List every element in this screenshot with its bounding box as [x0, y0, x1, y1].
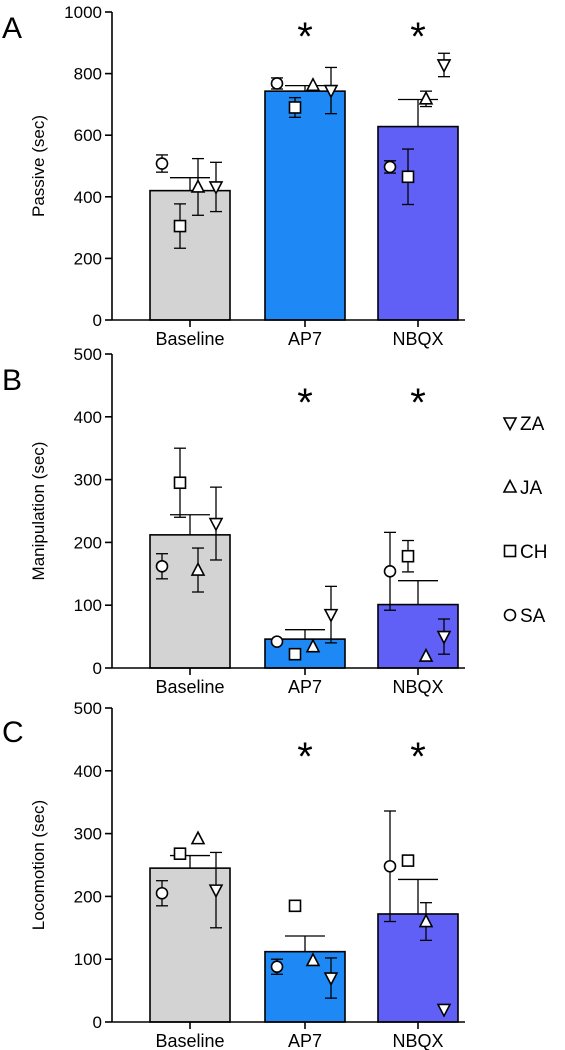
subject-ch-point — [401, 170, 415, 184]
subject-ja-point — [190, 561, 206, 576]
subject-sa-point — [155, 886, 169, 900]
y-tick-label: 200 — [74, 887, 102, 906]
y-tick-label: 400 — [74, 762, 102, 781]
significance-star: * — [297, 15, 313, 59]
y-tick-label: 100 — [74, 596, 102, 615]
subject-ch-point — [288, 647, 302, 661]
y-axis-title: Manipulation (sec) — [29, 442, 48, 581]
subject-sa-point — [270, 635, 284, 648]
subject-za-point — [323, 608, 339, 623]
x-tick-label: NBQX — [392, 1031, 443, 1050]
subject-sa-point — [270, 960, 284, 974]
subject-ch-point — [401, 854, 415, 867]
legend-label-sa: SA — [520, 606, 546, 627]
y-tick-label: 300 — [74, 825, 102, 844]
bar-ap7 — [264, 90, 346, 321]
subject-sa-point — [155, 157, 169, 170]
legend-label-ch: CH — [520, 542, 547, 563]
subject-za-point — [436, 630, 452, 645]
bar-nbqx — [377, 125, 459, 321]
subject-ja-point — [305, 952, 321, 967]
panel-a: A 0 200 400 600 800 1000 Baseline AP7 NBQX Passive… — [2, 3, 465, 349]
x-tick-label: Baseline — [155, 677, 224, 697]
subject-za-point — [208, 884, 224, 899]
subject-za-point — [323, 84, 339, 99]
subject-sa-point — [155, 559, 169, 573]
subject-ja-point — [418, 913, 434, 928]
legend-marker-ch — [503, 544, 517, 558]
legend-label-za: ZA — [520, 414, 545, 435]
y-tick-label: 0 — [93, 1013, 102, 1032]
x-tick-label: AP7 — [288, 1031, 322, 1050]
x-tick-label: NBQX — [392, 677, 443, 697]
x-tick-label: NBQX — [392, 329, 443, 349]
y-tick-label: 500 — [74, 345, 102, 364]
subject-ch-point — [288, 101, 302, 114]
subject-sa-point — [270, 77, 284, 90]
subject-ja-point — [190, 178, 206, 193]
subject-ja-point — [418, 647, 434, 662]
y-tick-label: 500 — [74, 699, 102, 718]
y-tick-label: 200 — [74, 249, 102, 268]
y-tick-label: 1000 — [64, 3, 102, 22]
subject-za-point — [208, 517, 224, 532]
y-tick-label: 400 — [74, 408, 102, 427]
legend-marker-za — [502, 417, 518, 432]
y-axis-title: Passive (sec) — [29, 115, 48, 217]
x-tick-label: AP7 — [288, 677, 322, 697]
y-tick-label: 200 — [74, 533, 102, 552]
x-tick-label: AP7 — [288, 329, 322, 349]
subject-ch-point — [173, 476, 187, 490]
subject-za-point — [323, 972, 339, 987]
subject-ja-point — [305, 77, 321, 92]
subject-ch-point — [288, 899, 302, 913]
subject-ja-point — [190, 830, 206, 845]
legend-label-ja: JA — [520, 478, 543, 499]
bar-baseline — [149, 189, 231, 321]
subject-za-point — [208, 181, 224, 196]
panel-c: C 0 100 200 300 400 500 Baseline AP7 NBQX Locomoti… — [2, 699, 465, 1050]
y-tick-label: 100 — [74, 950, 102, 969]
subject-ja-point — [418, 90, 434, 105]
panel-b: B 0 100 200 300 400 500 Baseline AP7 NBQX Manipula… — [2, 345, 465, 697]
subject-ch-point — [173, 219, 187, 233]
significance-star: * — [410, 735, 426, 779]
subject-ch-point — [173, 847, 187, 860]
y-tick-label: 0 — [93, 311, 102, 330]
subject-sa-point — [383, 564, 397, 578]
subject-sa-point — [383, 160, 397, 174]
subject-za-point — [436, 1003, 452, 1018]
subject-ja-point — [305, 638, 321, 653]
panel-letter: B — [2, 364, 22, 397]
significance-star: * — [297, 735, 313, 779]
y-tick-label: 0 — [93, 659, 102, 678]
bar-baseline — [149, 534, 231, 669]
y-tick-label: 600 — [74, 126, 102, 145]
subject-za-point — [436, 59, 452, 74]
subject-sa-point — [383, 859, 397, 873]
panel-letter: C — [2, 716, 24, 749]
x-tick-label: Baseline — [155, 329, 224, 349]
y-axis-title: Locomotion (sec) — [29, 800, 48, 930]
x-tick-label: Baseline — [155, 1031, 224, 1050]
subject-ch-point — [401, 549, 415, 563]
panel-letter: A — [2, 12, 22, 45]
significance-star: * — [410, 381, 426, 425]
y-tick-label: 800 — [74, 65, 102, 84]
legend-marker-sa — [503, 608, 517, 622]
y-tick-label: 400 — [74, 188, 102, 207]
y-tick-label: 300 — [74, 471, 102, 490]
significance-star: * — [297, 381, 313, 425]
legend: ZA JA CH SA — [502, 414, 547, 627]
significance-star: * — [410, 15, 426, 59]
legend-marker-ja — [502, 478, 518, 493]
